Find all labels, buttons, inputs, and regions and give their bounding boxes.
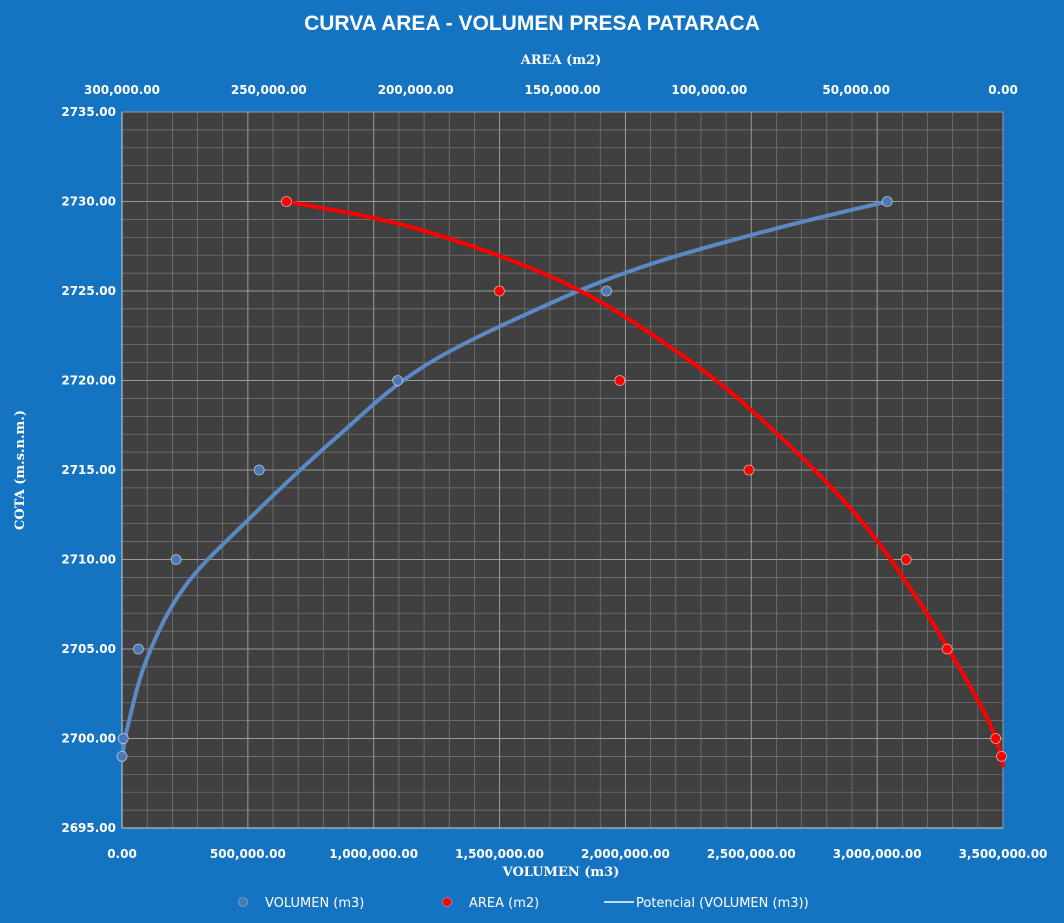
volume-point	[117, 733, 129, 744]
area-trendline	[284, 199, 1005, 768]
area-point	[941, 643, 953, 655]
top-tick-label: 250,000.00	[231, 83, 307, 97]
trendlines	[120, 199, 1005, 768]
y-tick-label: 2725.00	[61, 284, 116, 298]
bottom-tick-label: 3,500,000.00	[959, 847, 1048, 861]
area-point	[281, 196, 292, 207]
legend-marker	[238, 897, 248, 907]
chart-title: CURVA AREA - VOLUMEN PRESA PATARACA	[304, 12, 760, 35]
bottom-tick-label: 0.00	[107, 847, 137, 861]
y-tick-label: 2720.00	[61, 374, 116, 388]
area-point	[900, 554, 912, 565]
volume-point	[170, 554, 182, 565]
bottom-tick-label: 1,000,000.00	[329, 847, 418, 861]
legend-label: Potencial (VOLUMEN (m3))	[636, 896, 809, 911]
area-point	[990, 733, 1002, 744]
y-tick-label: 2735.00	[61, 105, 116, 119]
y-tick-label: 2730.00	[61, 195, 116, 209]
area-point	[493, 285, 505, 297]
bottom-axis-ticks: 0.00 500,000.00 1,000,000.00 1,500,000.00 2,…	[107, 847, 1047, 861]
y-tick-label: 2710.00	[61, 553, 116, 567]
top-axis-ticks: 300,000.00 250,000.00 200,000.00 150,000.00…	[84, 83, 1018, 97]
legend-label: VOLUMEN (m3)	[265, 896, 364, 911]
top-tick-label: 300,000.00	[84, 83, 160, 97]
legend-label: AREA (m2)	[469, 896, 539, 911]
y-axis-ticks: 2695.00 2700.00 2705.00 2710.00 2715.00 2720.…	[61, 105, 116, 835]
bottom-tick-label: 3,000,000.00	[833, 847, 922, 861]
bottom-tick-label: 2,500,000.00	[707, 847, 796, 861]
y-tick-label: 2695.00	[61, 821, 116, 835]
top-tick-label: 100,000.00	[671, 83, 747, 97]
bottom-tick-label: 2,000,000.00	[581, 847, 670, 861]
y-axis-title: COTA (m.s.n.m.)	[13, 410, 28, 530]
volume-point	[392, 375, 404, 386]
y-tick-label: 2715.00	[61, 463, 116, 477]
volume-trendline	[120, 199, 890, 762]
top-tick-label: 50,000.00	[822, 83, 890, 97]
area-point	[614, 375, 626, 386]
volume-point	[601, 285, 612, 297]
top-tick-label: 0.00	[988, 83, 1018, 97]
y-tick-label: 2700.00	[61, 732, 116, 746]
volume-point	[116, 751, 128, 762]
legend: VOLUMEN (m3) AREA (m2) Potencial (VOLUMEN …	[238, 896, 809, 911]
volume-point	[253, 464, 265, 476]
y-tick-label: 2705.00	[61, 642, 116, 656]
grid-lines	[121, 111, 1004, 829]
top-axis-title: AREA (m2)	[520, 53, 602, 68]
bottom-tick-label: 500,000.00	[210, 847, 286, 861]
data-points	[116, 196, 1007, 762]
volume-point	[881, 196, 893, 207]
top-tick-label: 150,000.00	[525, 83, 601, 97]
volume-point	[132, 643, 144, 655]
bottom-tick-label: 1,500,000.00	[455, 847, 544, 861]
legend-marker	[442, 897, 452, 907]
area-point	[996, 751, 1007, 762]
area-point	[743, 464, 755, 476]
top-tick-label: 200,000.00	[378, 83, 454, 97]
bottom-axis-title: VOLUMEN (m3)	[502, 865, 620, 880]
